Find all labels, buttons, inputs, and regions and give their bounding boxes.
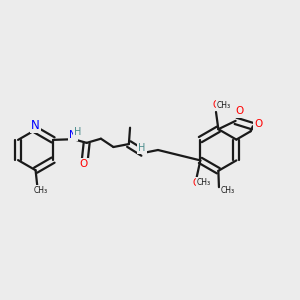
Text: O: O bbox=[79, 159, 88, 169]
Text: CH₃: CH₃ bbox=[216, 101, 230, 110]
Text: H: H bbox=[74, 127, 82, 136]
Text: N: N bbox=[31, 118, 40, 131]
Text: CH₃: CH₃ bbox=[220, 186, 234, 195]
Text: O: O bbox=[193, 178, 200, 188]
Text: N: N bbox=[69, 130, 77, 140]
Text: H: H bbox=[138, 143, 146, 153]
Text: methoxy: methoxy bbox=[214, 105, 221, 106]
Text: CH₃: CH₃ bbox=[196, 178, 211, 187]
Text: CH₃: CH₃ bbox=[34, 186, 48, 195]
Text: O: O bbox=[212, 100, 220, 110]
Text: O: O bbox=[254, 119, 262, 129]
Text: O: O bbox=[235, 106, 243, 116]
